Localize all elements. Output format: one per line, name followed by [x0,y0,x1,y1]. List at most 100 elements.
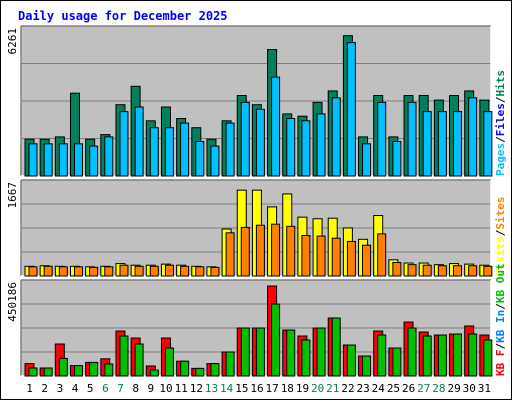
x-tick-label: 20 [311,382,324,395]
bar-kb-out [453,333,463,377]
x-tick-label: 16 [250,382,263,395]
bar-sites [377,233,387,277]
bar-sites [392,262,402,277]
bar-kb-out [255,327,265,377]
bar-sites [73,266,83,277]
bar-pages [437,111,447,177]
bar-kb-out [43,367,53,377]
bar-pages [225,122,235,177]
bar-sites [58,266,68,277]
bar-sites [286,225,296,277]
bar-kb-out [346,344,356,377]
chart-title: Daily usage for December 2025 [18,9,228,23]
bar-pages [301,120,311,177]
bar-pages [316,113,326,177]
bar-sites [89,266,99,277]
bar-pages [89,145,99,177]
bar-kb-out [301,339,311,377]
x-tick-label: 21 [326,382,339,395]
bar-pages [271,76,281,177]
side-legend-part: / [494,229,507,236]
bar-sites [255,224,265,277]
max-value-label: 450186 [6,282,19,322]
bar-sites [362,244,372,277]
bar-sites [422,264,432,277]
bar-pages [104,136,114,177]
x-tick-label: 10 [159,382,172,395]
side-legend-part: Files [494,103,507,136]
bar-pages [28,143,38,177]
bar-sites [301,235,311,277]
bar-sites [119,264,129,277]
side-legend: Pages/Files/Hits [494,70,507,176]
bar-kb-out [331,317,341,377]
bar-pages [392,141,402,177]
bar-kb-out [164,347,174,377]
x-tick-label: 24 [372,382,386,395]
bar-kb-out [437,334,447,377]
side-legend-part: / [494,136,507,143]
bar-pages [362,143,372,177]
side-legend-part: KB F [494,350,507,377]
bar-sites [210,266,220,277]
bar-sites [240,226,250,277]
bar-pages [149,127,159,177]
bar-pages [240,101,250,177]
max-value-label: 6261 [6,28,19,55]
side-legend-part: Hits [494,70,507,97]
bar-kb-out [377,334,387,377]
side-legend-part: KB Out [494,263,507,303]
bar-sites [149,265,159,277]
bar-sites [346,240,356,277]
x-tick-label: 5 [87,382,94,395]
bar-pages [43,143,53,177]
bar-pages [483,111,493,177]
x-tick-label: 8 [132,382,139,395]
bar-sites [483,265,493,277]
bar-kb-out [362,355,372,377]
bar-sites [437,265,447,277]
bar-pages [422,111,432,177]
x-tick-label: 17 [266,382,279,395]
bar-kb-out [210,363,220,377]
bar-sites [195,266,205,277]
bar-kb-out [271,303,281,377]
bar-pages [453,111,463,177]
bar-pages [164,127,174,177]
bar-pages [331,97,341,177]
side-legend-part: / [494,96,507,103]
bar-pages [119,111,129,177]
bar-sites [407,264,417,277]
x-tick-label: 13 [205,382,218,395]
bar-kb-out [286,329,296,377]
side-legend-part: / [494,343,507,350]
bar-pages [134,106,144,177]
bar-sites [453,265,463,277]
bar-kb-out [316,327,326,377]
bar-sites [180,265,190,277]
bar-sites [225,232,235,277]
bar-sites [331,237,341,277]
bar-sites [316,235,326,277]
x-tick-label: 14 [220,382,234,395]
bar-pages [407,101,417,177]
bar-sites [104,266,114,277]
x-tick-label: 26 [402,382,415,395]
side-legend-part: Pages [494,143,507,176]
x-tick-label: 31 [478,382,491,395]
x-tick-label: 7 [117,382,124,395]
side-legend-part: / [494,303,507,310]
bar-kb-out [392,347,402,377]
bar-pages [195,141,205,177]
x-tick-label: 2 [41,382,48,395]
x-tick-label: 1 [26,382,33,395]
x-tick-label: 4 [72,382,79,395]
bar-sites [134,265,144,277]
bar-pages [73,143,83,177]
bar-pages [255,108,265,177]
bar-kb-out [73,365,83,377]
side-legend-part: Sites [494,197,507,230]
side-legend-part: KB In [494,310,507,343]
